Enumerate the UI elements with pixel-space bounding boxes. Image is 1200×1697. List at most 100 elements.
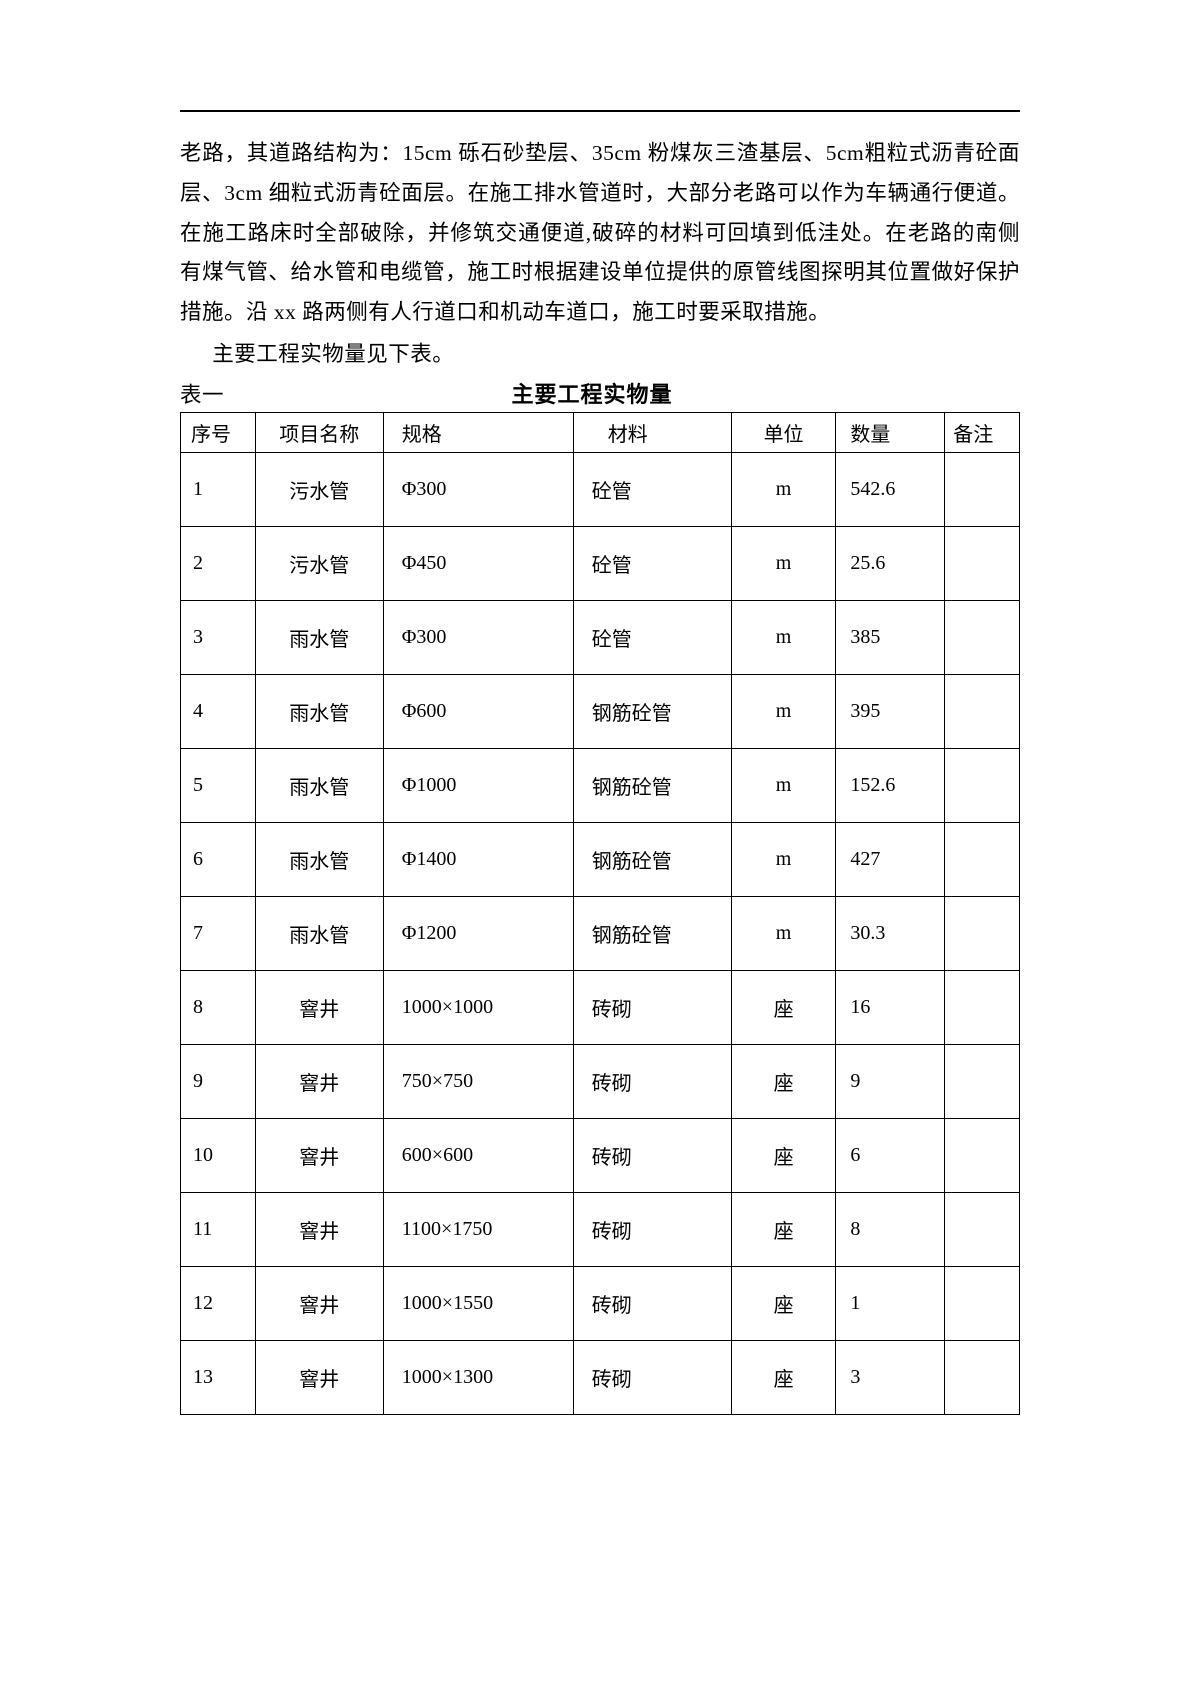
- cell-note: [945, 1266, 1020, 1340]
- cell-name: 窨井: [255, 1044, 383, 1118]
- table-lead-in: 主要工程实物量见下表。: [180, 335, 1020, 375]
- cell-material: 砖砌: [573, 1118, 731, 1192]
- cell-note: [945, 822, 1020, 896]
- table-row: 8窨井1000×1000砖砌座16: [181, 970, 1020, 1044]
- cell-qty: 542.6: [836, 452, 945, 526]
- cell-note: [945, 970, 1020, 1044]
- cell-spec: 1000×1300: [383, 1340, 573, 1414]
- cell-unit: m: [731, 600, 836, 674]
- table-row: 13窨井1000×1300砖砌座3: [181, 1340, 1020, 1414]
- cell-spec: 1100×1750: [383, 1192, 573, 1266]
- cell-note: [945, 674, 1020, 748]
- cell-qty: 152.6: [836, 748, 945, 822]
- table-row: 9窨井750×750砖砌座9: [181, 1044, 1020, 1118]
- cell-spec: Φ600: [383, 674, 573, 748]
- cell-note: [945, 526, 1020, 600]
- cell-spec: 600×600: [383, 1118, 573, 1192]
- cell-qty: 385: [836, 600, 945, 674]
- table-label: 表一: [180, 378, 224, 409]
- top-divider: [180, 110, 1020, 112]
- cell-material: 砖砌: [573, 970, 731, 1044]
- cell-material: 砖砌: [573, 1044, 731, 1118]
- cell-name: 窨井: [255, 1118, 383, 1192]
- table-title: 主要工程实物量: [224, 377, 1020, 409]
- cell-spec: Φ300: [383, 452, 573, 526]
- cell-seq: 1: [181, 452, 256, 526]
- cell-material: 钢筋砼管: [573, 822, 731, 896]
- cell-seq: 11: [181, 1192, 256, 1266]
- table-row: 7雨水管Φ1200钢筋砼管m30.3: [181, 896, 1020, 970]
- cell-qty: 395: [836, 674, 945, 748]
- table-row: 4雨水管Φ600钢筋砼管m395: [181, 674, 1020, 748]
- cell-qty: 9: [836, 1044, 945, 1118]
- cell-name: 窨井: [255, 970, 383, 1044]
- col-header-name: 项目名称: [255, 412, 383, 452]
- table-row: 2污水管Φ450砼管m25.6: [181, 526, 1020, 600]
- cell-note: [945, 1044, 1020, 1118]
- table-row: 10窨井600×600砖砌座6: [181, 1118, 1020, 1192]
- cell-spec: Φ1000: [383, 748, 573, 822]
- cell-seq: 6: [181, 822, 256, 896]
- table-row: 6雨水管Φ1400钢筋砼管m427: [181, 822, 1020, 896]
- cell-unit: m: [731, 748, 836, 822]
- col-header-seq: 序号: [181, 412, 256, 452]
- cell-seq: 5: [181, 748, 256, 822]
- cell-spec: Φ300: [383, 600, 573, 674]
- cell-unit: 座: [731, 1044, 836, 1118]
- table-header-row: 表一 主要工程实物量: [180, 377, 1020, 409]
- cell-spec: 1000×1000: [383, 970, 573, 1044]
- cell-seq: 3: [181, 600, 256, 674]
- cell-seq: 7: [181, 896, 256, 970]
- table-row: 5雨水管Φ1000钢筋砼管m152.6: [181, 748, 1020, 822]
- cell-spec: Φ450: [383, 526, 573, 600]
- cell-unit: 座: [731, 1118, 836, 1192]
- cell-unit: m: [731, 896, 836, 970]
- col-header-qty: 数量: [836, 412, 945, 452]
- cell-unit: 座: [731, 1340, 836, 1414]
- table-head-row: 序号 项目名称 规格 材料 单位 数量 备注: [181, 412, 1020, 452]
- col-header-note: 备注: [945, 412, 1020, 452]
- cell-note: [945, 452, 1020, 526]
- cell-material: 砖砌: [573, 1192, 731, 1266]
- cell-unit: 座: [731, 1266, 836, 1340]
- cell-note: [945, 1192, 1020, 1266]
- cell-material: 砖砌: [573, 1266, 731, 1340]
- cell-note: [945, 600, 1020, 674]
- cell-material: 钢筋砼管: [573, 896, 731, 970]
- cell-spec: Φ1400: [383, 822, 573, 896]
- cell-unit: 座: [731, 970, 836, 1044]
- cell-seq: 2: [181, 526, 256, 600]
- cell-name: 窨井: [255, 1266, 383, 1340]
- cell-unit: 座: [731, 1192, 836, 1266]
- body-paragraph: 老路，其道路结构为：15cm 砾石砂垫层、35cm 粉煤灰三渣基层、5cm粗粒式…: [180, 134, 1020, 333]
- cell-spec: 1000×1550: [383, 1266, 573, 1340]
- cell-note: [945, 1118, 1020, 1192]
- cell-material: 砼管: [573, 452, 731, 526]
- cell-material: 砼管: [573, 526, 731, 600]
- table-body: 1污水管Φ300砼管m542.62污水管Φ450砼管m25.63雨水管Φ300砼…: [181, 452, 1020, 1414]
- cell-name: 雨水管: [255, 674, 383, 748]
- col-header-spec: 规格: [383, 412, 573, 452]
- cell-unit: m: [731, 452, 836, 526]
- cell-name: 雨水管: [255, 822, 383, 896]
- cell-qty: 427: [836, 822, 945, 896]
- cell-name: 雨水管: [255, 600, 383, 674]
- cell-material: 钢筋砼管: [573, 748, 731, 822]
- cell-name: 污水管: [255, 452, 383, 526]
- cell-qty: 8: [836, 1192, 945, 1266]
- cell-material: 砼管: [573, 600, 731, 674]
- cell-seq: 12: [181, 1266, 256, 1340]
- cell-qty: 1: [836, 1266, 945, 1340]
- table-row: 11窨井1100×1750砖砌座8: [181, 1192, 1020, 1266]
- cell-name: 窨井: [255, 1340, 383, 1414]
- table-row: 3雨水管Φ300砼管m385: [181, 600, 1020, 674]
- cell-name: 窨井: [255, 1192, 383, 1266]
- cell-spec: Φ1200: [383, 896, 573, 970]
- cell-qty: 25.6: [836, 526, 945, 600]
- cell-seq: 8: [181, 970, 256, 1044]
- col-header-unit: 单位: [731, 412, 836, 452]
- cell-note: [945, 748, 1020, 822]
- table-row: 12窨井1000×1550砖砌座1: [181, 1266, 1020, 1340]
- cell-seq: 13: [181, 1340, 256, 1414]
- cell-material: 砖砌: [573, 1340, 731, 1414]
